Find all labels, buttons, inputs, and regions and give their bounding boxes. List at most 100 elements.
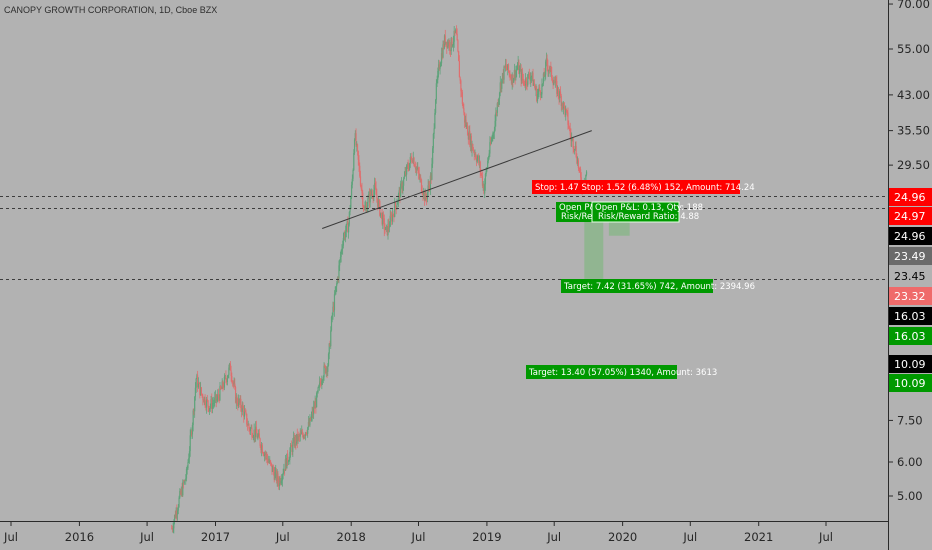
candle-body <box>458 51 460 62</box>
candle-body <box>303 435 305 439</box>
trendline[interactable] <box>322 130 592 229</box>
candle-body <box>533 83 536 87</box>
candle-body <box>350 184 353 198</box>
candle-body <box>260 445 263 451</box>
candle-body <box>185 478 187 481</box>
candle-body <box>284 459 286 471</box>
candle-body <box>268 461 270 463</box>
price-tag <box>889 374 932 392</box>
candle-body <box>357 150 359 160</box>
candle-body <box>553 82 556 84</box>
candle-body <box>384 229 386 231</box>
candle-body <box>399 190 401 198</box>
candle-body <box>292 437 295 442</box>
candle-body <box>281 480 283 482</box>
y-tick-label: 70.00 <box>897 0 930 11</box>
candle-body <box>505 64 507 69</box>
x-tick-label: 2020 <box>608 530 637 544</box>
candle-body <box>542 73 545 84</box>
candle-body <box>498 98 500 105</box>
candle-body <box>177 506 179 511</box>
candle-body <box>544 74 546 77</box>
candle-body <box>291 446 293 452</box>
candle-body <box>197 382 199 388</box>
candle-body <box>431 163 433 180</box>
candle-body <box>238 399 240 403</box>
candle-body <box>352 170 354 179</box>
candle-body <box>452 41 455 46</box>
open-pnl-label-1[interactable]: Open P&L Risk/Rewar <box>556 202 608 222</box>
stop-label[interactable]: Stop: 1.47 Stop: 1.52 (6.48%) 152, Amoun… <box>532 180 755 194</box>
horizontal-levels[interactable] <box>0 196 888 280</box>
candle-body <box>562 103 564 109</box>
candle-body <box>580 169 582 178</box>
candle-body <box>510 78 513 84</box>
candle-body <box>278 478 281 487</box>
candle-body <box>256 433 258 439</box>
trade-1-target-zone[interactable] <box>584 207 604 279</box>
candle-body <box>523 80 525 85</box>
candle-body <box>410 156 412 159</box>
candle-body <box>312 411 314 415</box>
candle-body <box>552 81 554 85</box>
candle-body <box>324 366 327 374</box>
candle-body <box>568 124 570 128</box>
target-label-2[interactable]: Target: 13.40 (57.05%) 1340, Amount: 361… <box>526 365 717 379</box>
candle-body <box>374 183 376 188</box>
candle-body <box>537 91 539 95</box>
candle-body <box>504 64 507 68</box>
candle-body <box>423 191 426 201</box>
candle-body <box>174 514 176 518</box>
candle-body <box>279 478 281 484</box>
candle-body <box>444 35 446 45</box>
open-pnl-2-line2: Risk/Reward Ratio: 4.88 <box>598 212 699 222</box>
candle-body <box>249 428 252 432</box>
candle-body <box>492 133 494 139</box>
candle-body <box>219 386 221 401</box>
candle-body <box>494 120 496 131</box>
time-axis[interactable]: Jul 2016 Jul 2017 Jul 2018 Jul 2019 Jul 2020 Jul 20… <box>3 522 833 544</box>
candle-body <box>339 260 341 266</box>
candle-body <box>324 365 326 367</box>
candle-body <box>295 433 298 444</box>
candle-body <box>234 383 236 388</box>
candle-body <box>522 72 524 79</box>
candle-body <box>193 410 195 412</box>
candle-body <box>543 73 545 77</box>
open-pnl-2-line1: Open P&L: 0.13, Qty: 188 <box>595 203 703 213</box>
candle-body <box>437 71 439 80</box>
target-label-1[interactable]: Target: 7.42 (31.65%) 742, Amount: 2394.… <box>561 279 755 293</box>
candle-body <box>435 83 437 100</box>
candle-body <box>246 413 248 425</box>
candle-body <box>374 183 376 191</box>
candle-body <box>424 192 426 201</box>
candle-body <box>381 212 383 225</box>
candle-body <box>501 78 503 89</box>
candle-body <box>411 158 413 162</box>
candle-body <box>310 415 313 421</box>
candle-body <box>319 381 321 384</box>
candle-body <box>265 453 267 455</box>
candle-body <box>211 403 214 409</box>
open-pnl-label-2[interactable]: Open P&L: 0.13, Qty: 188 Risk/Reward Rat… <box>591 201 703 223</box>
candle-body <box>367 198 369 207</box>
candle-body <box>181 488 183 496</box>
price-axis[interactable]: 70.00 55.00 43.00 35.50 29.50 7.50 6.00 5.00 <box>889 0 930 503</box>
candle-body <box>347 221 349 233</box>
candle-body <box>475 154 477 159</box>
candle-body <box>473 151 475 155</box>
candle-body <box>522 78 524 81</box>
price-tags: 24.96 24.97 24.96 23.49 23.45 23.32 16.03 16.03… <box>889 188 932 392</box>
candle-body <box>493 132 495 134</box>
candle-body <box>290 445 292 447</box>
candle-body <box>208 406 210 412</box>
price-tag-text: 10.09 <box>894 358 926 371</box>
candle-body <box>310 417 312 421</box>
candle-body <box>231 381 234 383</box>
candle-body <box>240 408 243 412</box>
candle-body <box>182 482 185 484</box>
candle-body <box>503 66 505 80</box>
candle-body <box>568 127 571 129</box>
candle-body <box>412 157 414 163</box>
